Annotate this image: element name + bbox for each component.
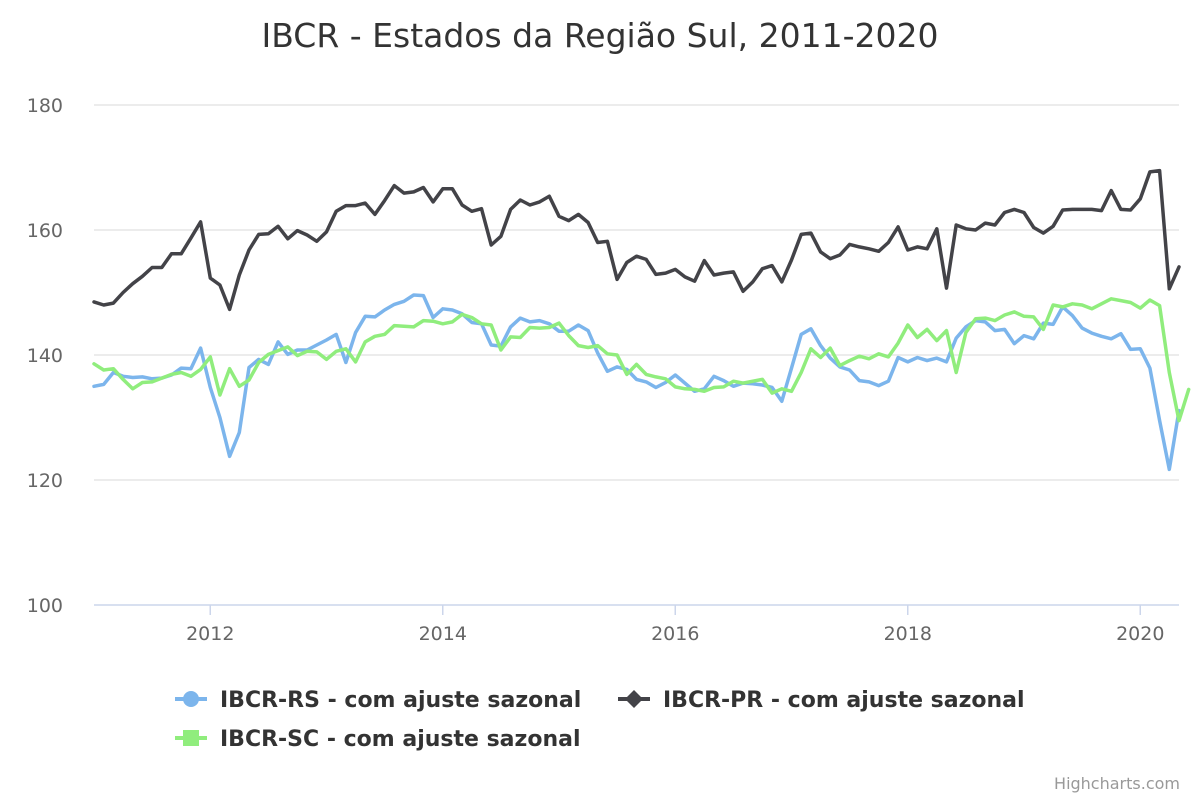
legend-diamond-marker bbox=[625, 690, 643, 708]
credits-link[interactable]: Highcharts.com bbox=[1054, 774, 1180, 793]
x-tick-label: 2012 bbox=[186, 623, 234, 645]
legend-label: IBCR-RS - com ajuste sazonal bbox=[220, 688, 581, 713]
y-tick-label: 180 bbox=[27, 95, 63, 117]
series-lines bbox=[92, 168, 1191, 472]
series-line-3[interactable] bbox=[92, 297, 1191, 423]
legend-item-2[interactable]: IBCR-PR - com ajuste sazonal bbox=[618, 688, 1025, 713]
y-tick-label: 120 bbox=[27, 470, 63, 492]
legend-label: IBCR-PR - com ajuste sazonal bbox=[663, 688, 1025, 713]
x-tick-label: 2018 bbox=[884, 623, 932, 645]
legend-label: IBCR-SC - com ajuste sazonal bbox=[220, 727, 581, 752]
chart-title: IBCR - Estados da Região Sul, 2011-2020 bbox=[262, 16, 939, 55]
x-tick-label: 2014 bbox=[419, 623, 467, 645]
legend-item-1[interactable]: IBCR-RS - com ajuste sazonal bbox=[175, 688, 581, 713]
series-line-1[interactable] bbox=[92, 293, 1181, 472]
legend-item-3[interactable]: IBCR-SC - com ajuste sazonal bbox=[175, 727, 581, 752]
legend-circle-marker bbox=[183, 691, 199, 707]
series-line-2[interactable] bbox=[92, 168, 1181, 312]
legend: IBCR-RS - com ajuste sazonal IBCR-PR - co… bbox=[175, 688, 1025, 752]
y-tick-label: 100 bbox=[27, 595, 63, 617]
x-tick-label: 2020 bbox=[1116, 623, 1164, 645]
legend-square-marker bbox=[183, 730, 199, 746]
y-tick-label: 140 bbox=[27, 345, 63, 367]
x-tick-label: 2016 bbox=[651, 623, 699, 645]
x-axis-ticks: 2012 2014 2016 2018 2020 bbox=[186, 605, 1164, 645]
y-axis-tick-labels: 100 120 140 160 180 bbox=[27, 95, 63, 617]
y-tick-label: 160 bbox=[27, 220, 63, 242]
